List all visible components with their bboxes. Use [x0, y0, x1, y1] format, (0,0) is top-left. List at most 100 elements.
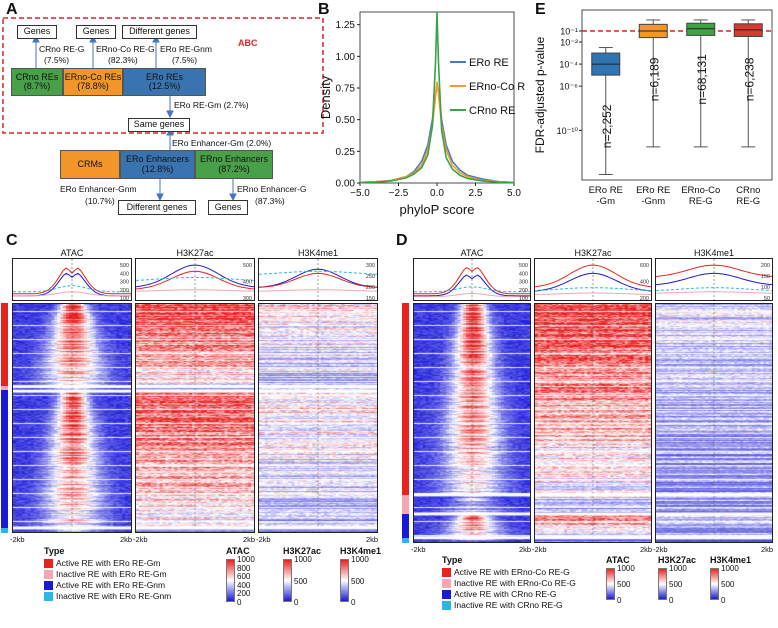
- sidebar-segment: [402, 495, 409, 515]
- legend-label: Active RE with ERo RE-Gnm: [56, 580, 166, 590]
- colorbar-title: H3K27ac: [283, 546, 322, 556]
- colorbar-tick: 0: [669, 596, 674, 605]
- ero-re-gm-label: ERo RE-Gm (2.7%): [174, 100, 249, 110]
- profile-tick-label: 300: [120, 280, 129, 286]
- profile-svg: 300 250 200 150: [258, 259, 378, 302]
- colorbar-tick: 1000: [294, 555, 312, 564]
- legend-swatch: [442, 578, 451, 588]
- legend-label: Active RE with CRno RE-G: [454, 589, 557, 599]
- x-tick-label2-3: RE-G: [736, 196, 760, 207]
- abc-label: ABC: [238, 38, 258, 48]
- legend-item: Inactive RE with ERo RE-Gm: [44, 569, 167, 579]
- profile-line-2: [534, 287, 652, 292]
- x-tick-right: 2kb: [761, 545, 774, 554]
- profile-tick-label: 250: [366, 274, 375, 280]
- crno-res-box: CRno REs (8.7%): [11, 68, 63, 96]
- genes-box-top-left: Genes: [17, 25, 57, 39]
- profile-tick-label: 50: [764, 296, 770, 302]
- profile-line-2: [414, 286, 530, 293]
- ero-enhancers-label: ERo Enhancers: [125, 154, 190, 165]
- genes-box-top-mid: Genes: [76, 25, 116, 39]
- x-tick-right: 2kb: [366, 535, 379, 544]
- profile-tick-label: 200: [640, 296, 649, 302]
- colorbar-tick: 1000: [351, 555, 369, 564]
- sidebar-segment: [402, 303, 409, 495]
- series-line-0: [359, 84, 515, 184]
- profile-plot-h3k4me1: 200 150 100 50: [655, 258, 773, 302]
- legend-swatch: [44, 591, 53, 601]
- y-tick-label: 0.25: [336, 147, 356, 158]
- x-tick-left: -2kb: [133, 535, 148, 544]
- legend-item: Inactive RE with ERo RE-Gnm: [44, 591, 171, 601]
- ero-enhancer-gnm-label: ERo Enhancer-Gnm: [60, 184, 137, 194]
- x-tick-right: 2kb: [243, 535, 256, 544]
- profile-svg: 600 400 200: [534, 259, 652, 302]
- colorbar-tick: 500: [351, 576, 365, 586]
- x-tick-left: -2kb: [256, 535, 271, 544]
- panel-label-d: D: [396, 232, 408, 249]
- colorbar-title: H3K4me1: [710, 555, 752, 565]
- legend-item: Active RE with CRno RE-G: [442, 589, 557, 599]
- profile-svg: 200 150 100 50: [655, 259, 773, 302]
- ero-enhancer-gm-label: ERo Enhancer-Gm (2.0%): [172, 138, 272, 148]
- panel-label-a: A: [6, 1, 18, 18]
- heatmap-h3k27ac: [135, 303, 255, 533]
- profile-tick-label: 400: [120, 271, 129, 277]
- legend-label: Inactive RE with ERo RE-Gnm: [56, 591, 172, 601]
- profile-tick-label: 200: [120, 288, 129, 294]
- heatmap-h3k27ac: [534, 303, 652, 543]
- profile-svg: 500 400 300 200 100: [13, 259, 131, 302]
- same-genes-box: Same genes: [128, 118, 190, 132]
- sidebar-segment: [1, 385, 8, 391]
- colorbar-tick: 0: [237, 598, 242, 607]
- erno-co-res-pct: (78.8%): [77, 81, 109, 91]
- legend-label: Active RE with ERno-Co RE-G: [454, 567, 570, 577]
- legend-label: Inactive RE with ERo RE-Gm: [56, 569, 167, 579]
- series-line-2: [359, 11, 515, 184]
- series-line-1: [359, 81, 515, 184]
- ero-res-box: ERo REs (12.5%): [123, 68, 206, 96]
- profile-tick-label: 200: [761, 263, 770, 269]
- profile-line-2: [655, 287, 773, 292]
- legend-item: Inactive RE with CRno RE-G: [442, 600, 563, 610]
- colorbar-tick: 400: [237, 580, 251, 590]
- legend-item: Active RE with ERno-Co RE-G: [442, 567, 570, 577]
- x-tick-label: 0.0: [430, 188, 444, 199]
- profile-tick-label: 500: [120, 263, 129, 269]
- x-tick-label-0: ERo RE: [589, 185, 623, 196]
- colorbar-gradient: [710, 568, 719, 600]
- profile-line-0: [655, 264, 773, 277]
- colorbar-title: H3K27ac: [658, 555, 697, 565]
- legend-swatch: [442, 600, 451, 610]
- legend-item: Active RE with ERo RE-Gm: [44, 558, 160, 568]
- heatmap-canvas: [259, 304, 377, 532]
- x-tick-label-2: ERno-Co: [681, 185, 720, 196]
- row-type-sidebar: [1, 303, 8, 533]
- legend-swatch: [44, 558, 53, 568]
- profile-tick-label: 100: [761, 285, 770, 291]
- profile-tick-label: 500: [243, 263, 252, 269]
- track-title-h3k4me1: H3K4me1: [297, 248, 339, 258]
- x-tick-left: -2kb: [532, 545, 547, 554]
- profile-line-0: [414, 267, 530, 295]
- colorbar-title: H3K4me1: [340, 546, 382, 556]
- profile-line-1: [534, 272, 652, 292]
- x-tick-left: -2kb: [10, 535, 25, 544]
- profile-tick-label: 150: [366, 296, 375, 302]
- y-axis-label: Density: [318, 75, 333, 119]
- profile-line-3: [534, 292, 652, 295]
- profile-line-3: [258, 289, 378, 292]
- sidebar-segment: [402, 538, 409, 543]
- colorbar-tick: 1000: [721, 564, 739, 573]
- different-genes-box-top: Different genes: [122, 25, 197, 39]
- legend-label: Inactive RE with ERno-Co RE-G: [454, 578, 576, 588]
- erno-co-res-label: ERno-Co REs: [64, 71, 122, 82]
- colorbar-tick: 500: [669, 580, 683, 589]
- legend-item: Inactive RE with ERno-Co RE-G: [442, 578, 576, 588]
- profile-line-0: [534, 264, 652, 288]
- ero-re-gnm-label: ERo RE-Gnm: [160, 44, 212, 54]
- y-tick-label: 10⁻¹: [560, 26, 578, 36]
- track-title-h3k4me1: H3K4me1: [693, 248, 735, 258]
- box-2: [686, 22, 716, 36]
- profile-line-0: [13, 267, 131, 295]
